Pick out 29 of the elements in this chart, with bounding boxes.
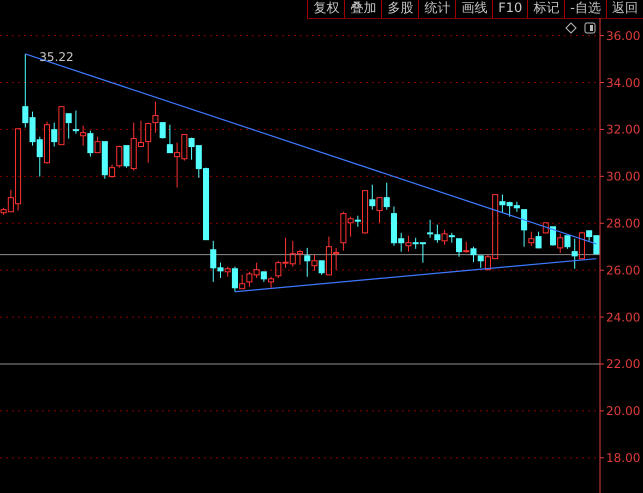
y-tick-label: 24.00	[606, 310, 640, 324]
y-tick-label: 28.00	[606, 216, 640, 231]
text: 画线	[455, 0, 492, 18]
y-tick-label: 36.00	[606, 28, 640, 43]
y-tick-label: 22.00	[606, 357, 640, 372]
text: 标记	[527, 0, 564, 18]
candlestick	[311, 254, 318, 272]
candlestick	[470, 246, 477, 262]
candlestick	[268, 276, 274, 288]
text: F10	[492, 0, 528, 18]
y-tick-label: 30.00	[606, 170, 640, 184]
candlestick	[572, 238, 578, 270]
y-tick-label: 18.00	[606, 451, 640, 466]
text: 叠加	[344, 0, 382, 18]
candlestick	[304, 247, 310, 278]
candlestick	[528, 231, 534, 246]
text: -自选	[564, 0, 606, 18]
annotation: 35.22	[39, 50, 74, 64]
y-tick-label: 20.00	[606, 404, 640, 418]
candlestick	[51, 122, 58, 148]
text: 统计	[418, 0, 456, 18]
y-tick-label: 32.00	[606, 122, 640, 137]
text: 多股	[381, 0, 418, 18]
y-tick-label: 34.00	[606, 76, 640, 90]
text: 复权	[307, 0, 344, 18]
candlestick	[152, 101, 158, 134]
candlestick	[80, 125, 86, 146]
y-tick-label: 26.00	[606, 263, 640, 278]
text: 返回	[606, 0, 643, 18]
